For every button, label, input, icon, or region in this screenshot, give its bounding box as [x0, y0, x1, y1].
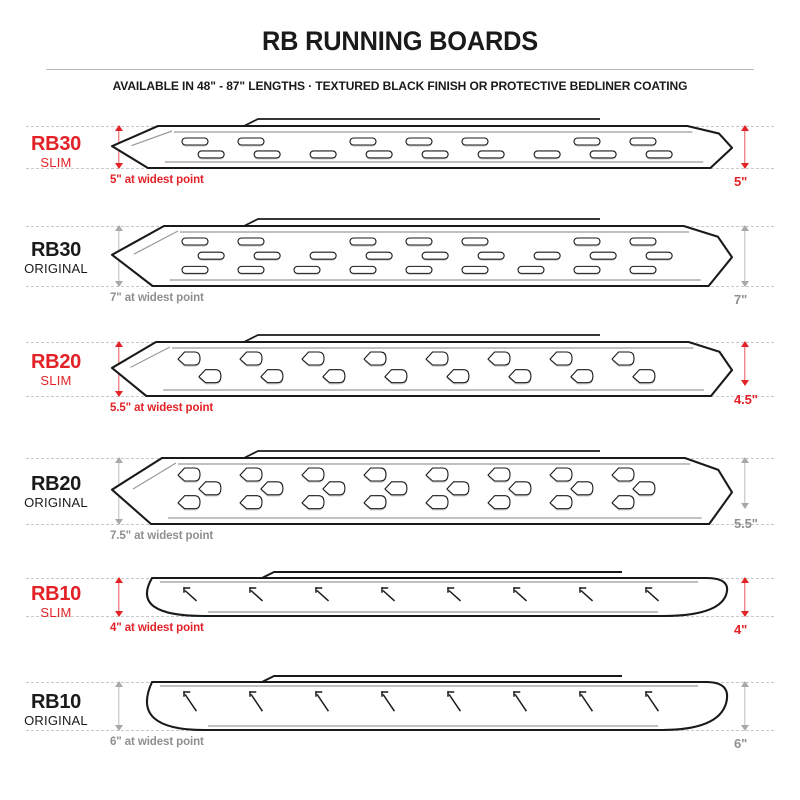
dimension-label-right: 7" [734, 292, 748, 307]
model-name: RB30 [31, 239, 81, 261]
model-label: RB10 SLIM [0, 584, 112, 621]
model-label: RB10 ORIGINAL [0, 692, 112, 729]
model-variant: SLIM [40, 373, 72, 388]
model-label: RB30 SLIM [0, 134, 112, 171]
dimension-arrow-left [115, 681, 123, 731]
product-row-rb20-slim: RB20 SLIM 5.5" at widest point 4.5" [0, 330, 800, 446]
dimension-label-right: 4.5" [734, 392, 758, 407]
model-label: RB30 ORIGINAL [0, 240, 112, 277]
dimension-label-right: 5" [734, 174, 748, 189]
tread-pattern-slash [183, 691, 660, 712]
board-svg-rb10-original [146, 675, 729, 732]
board-svg-rb30-slim [110, 118, 734, 170]
dimension-label-left: 5.5" at widest point [110, 402, 214, 414]
product-row-rb30-slim: RB30 SLIM 5" at widest point 5" [0, 112, 800, 212]
model-variant: SLIM [40, 605, 72, 620]
model-name: RB30 [31, 133, 81, 155]
model-name: RB10 [31, 691, 81, 713]
tread-pattern-wedge [177, 351, 656, 385]
dimension-arrow-right [741, 681, 749, 731]
dimension-arrow-right [741, 125, 749, 169]
board-illustration [110, 446, 734, 566]
product-row-rb10-original: RB10 ORIGINAL 6" at widest point 6" [0, 670, 800, 782]
dimension-label-left: 4" at widest point [110, 622, 204, 634]
model-variant: ORIGINAL [24, 713, 88, 728]
tread-pattern-wedge [177, 467, 656, 511]
model-variant: ORIGINAL [24, 495, 88, 510]
dimension-arrow-right [741, 457, 749, 509]
header: RB RUNNING BOARDS AVAILABLE IN 48" - 87"… [0, 0, 800, 93]
model-variant: SLIM [40, 155, 72, 170]
model-label: RB20 ORIGINAL [0, 474, 112, 511]
dimension-label-left: 6" at widest point [110, 736, 204, 748]
page-title: RB RUNNING BOARDS [261, 26, 538, 56]
dimension-label-left: 7" at widest point [110, 292, 204, 304]
board-svg-rb30-original [110, 218, 734, 288]
dimension-arrow-left [115, 577, 123, 617]
dimension-arrow-right [741, 341, 749, 386]
product-row-rb20-original: RB20 ORIGINAL 7.5" at widest point 5.5" [0, 446, 800, 566]
board-svg-rb10-slim [146, 571, 729, 618]
tread-pattern-slash [183, 587, 660, 602]
board-illustration [110, 212, 734, 330]
board-svg-rb20-slim [110, 334, 734, 398]
dimension-label-right: 5.5" [734, 516, 758, 531]
page-subtitle: AVAILABLE IN 48" - 87" LENGTHS · TEXTURE… [112, 79, 688, 93]
dimension-label-right: 4" [734, 622, 748, 637]
dimension-arrow-right [741, 577, 749, 617]
board-illustration [112, 670, 732, 782]
tread-pattern-pill [181, 237, 673, 275]
dimension-arrow-right [741, 225, 749, 287]
board-illustration [110, 330, 734, 446]
model-name: RB20 [31, 351, 81, 373]
model-variant: ORIGINAL [24, 261, 88, 276]
product-row-rb10-slim: RB10 SLIM 4" at widest point 4" [0, 566, 800, 670]
model-name: RB10 [31, 583, 81, 605]
board-svg-rb20-original [110, 450, 734, 526]
dimension-label-left: 5" at widest point [110, 174, 204, 186]
dimension-label-left: 7.5" at widest point [110, 530, 214, 542]
tread-pattern-pill [181, 137, 673, 160]
model-name: RB20 [31, 473, 81, 495]
model-label: RB20 SLIM [0, 352, 112, 389]
dimension-label-right: 6" [734, 736, 748, 751]
board-illustration [112, 566, 732, 670]
board-illustration [110, 112, 734, 212]
product-row-rb30-original: RB30 ORIGINAL 7" at widest point 7" [0, 212, 800, 330]
header-divider [46, 69, 754, 70]
